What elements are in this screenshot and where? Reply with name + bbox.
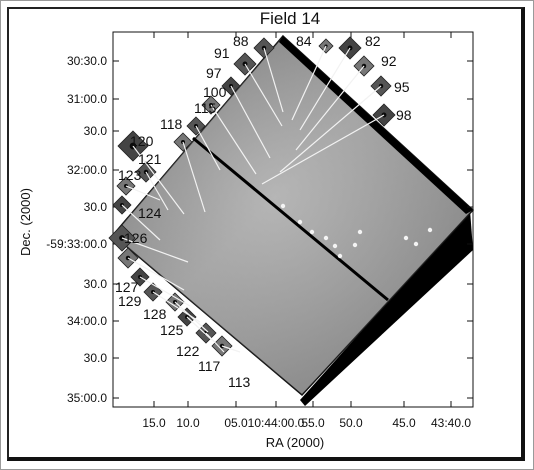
bright-star xyxy=(353,243,357,247)
source-label: 120 xyxy=(130,133,154,149)
source-label: 95 xyxy=(394,79,410,95)
chart-title: Field 14 xyxy=(260,9,320,28)
y-tick-label: 30.0 xyxy=(84,351,108,365)
source-label: 100 xyxy=(203,84,227,100)
source-label: 91 xyxy=(214,45,230,61)
bright-star xyxy=(298,220,302,224)
bright-star xyxy=(324,236,328,240)
source-label: 115 xyxy=(194,100,217,116)
source-label: 128 xyxy=(143,306,167,322)
source-label: 88 xyxy=(233,33,249,49)
source-label: 124 xyxy=(138,205,162,221)
bright-star xyxy=(404,236,408,240)
x-tick-label: 45.0 xyxy=(392,416,416,430)
x-tick-label: 50.0 xyxy=(339,416,363,430)
y-tick-label: 35:00.0 xyxy=(67,391,107,405)
source-label: 118 xyxy=(160,116,183,132)
source-label: 121 xyxy=(138,151,162,167)
bright-star xyxy=(414,242,418,246)
y-tick-label: -59:33:00.0 xyxy=(46,237,107,251)
x-tick-label: 05.0 xyxy=(224,416,248,430)
y-tick-label: 31:00.0 xyxy=(67,92,107,106)
x-tick-label: 15.0 xyxy=(142,416,166,430)
x-tick-label: 43:40.0 xyxy=(431,416,471,430)
x-tick-label: 10:44:00.0 xyxy=(248,416,305,430)
bright-star xyxy=(358,230,362,234)
bright-star xyxy=(428,228,432,232)
source-label: 125 xyxy=(160,322,184,338)
source-label: 129 xyxy=(118,293,142,309)
source-label: 97 xyxy=(206,65,222,81)
y-tick-label: 34:00.0 xyxy=(67,314,107,328)
x-tick-label: 55.0 xyxy=(301,416,325,430)
source-label: 98 xyxy=(396,107,412,123)
y-tick-label: 30:30.0 xyxy=(67,54,107,68)
bright-star xyxy=(333,244,337,248)
source-label: 82 xyxy=(365,33,381,49)
source-label: 113 xyxy=(228,374,251,390)
source-label: 117 xyxy=(198,358,221,374)
y-axis-title: Dec. (2000) xyxy=(18,188,33,256)
source-label: 122 xyxy=(176,343,200,359)
source-label: 92 xyxy=(381,53,397,69)
y-tick-label: 30.0 xyxy=(84,277,108,291)
bright-star xyxy=(338,254,342,258)
source-label: 126 xyxy=(124,230,148,246)
y-tick-label: 30.0 xyxy=(84,124,108,138)
x-axis-title: RA (2000) xyxy=(266,435,325,450)
y-tick-label: 32:00.0 xyxy=(67,163,107,177)
source-label: 84 xyxy=(296,33,312,49)
bright-star xyxy=(310,230,314,234)
source-label: 123 xyxy=(118,167,142,183)
x-tick-label: 10.0 xyxy=(176,416,200,430)
bright-star xyxy=(281,204,285,208)
y-tick-label: 30.0 xyxy=(84,200,108,214)
